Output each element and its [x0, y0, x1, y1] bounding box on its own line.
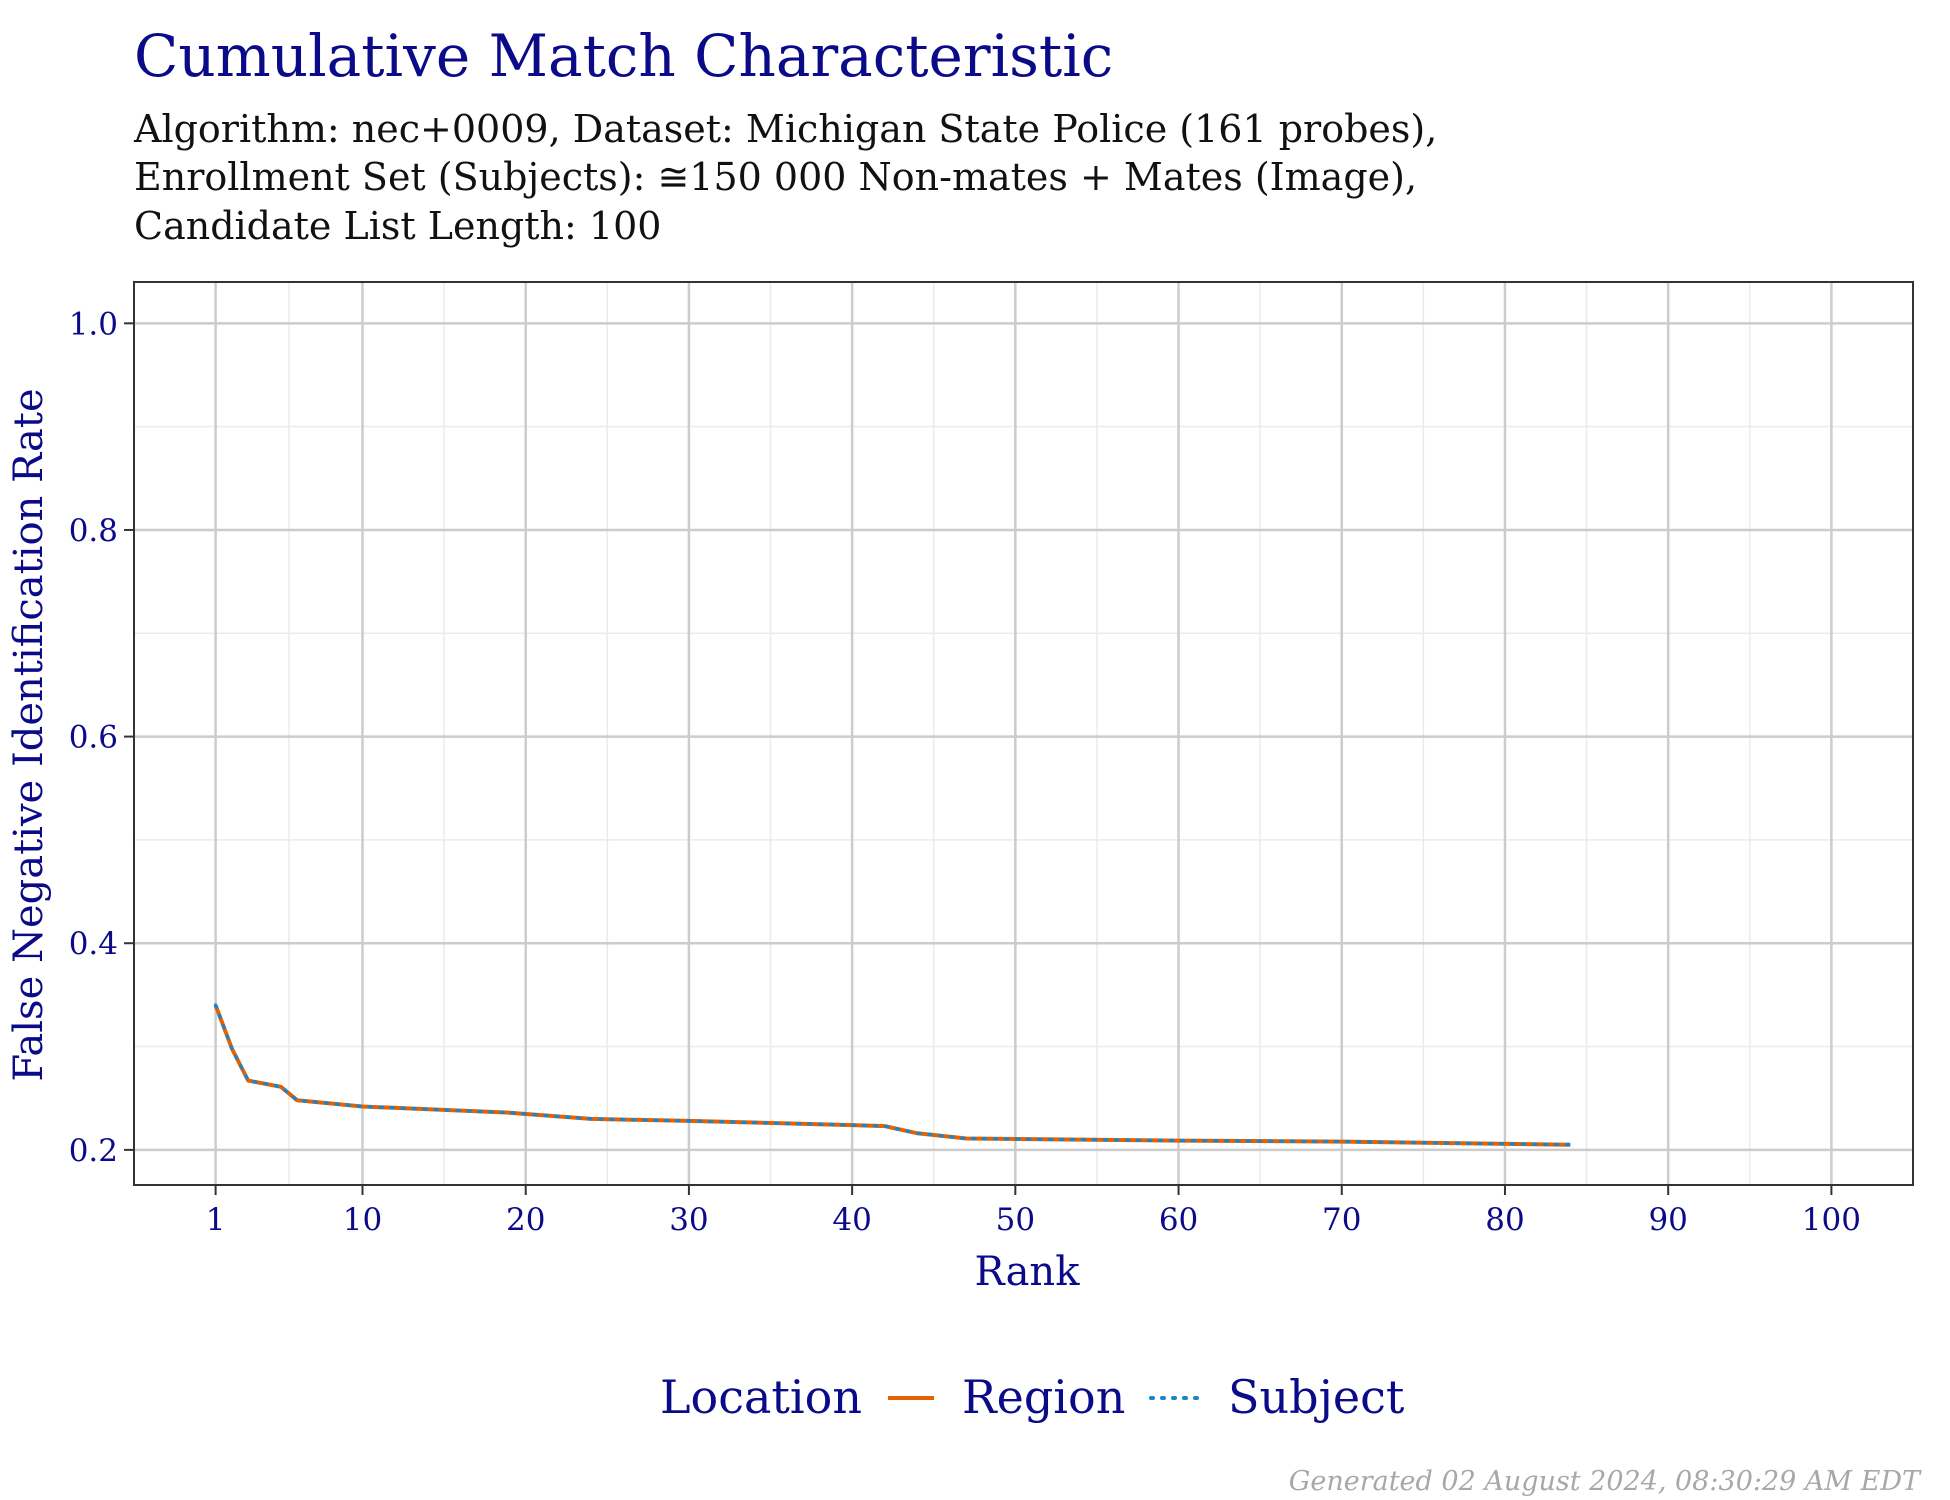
legend-label-region: Region: [962, 1370, 1125, 1424]
y-axis-label: False Negative Identification Rate: [6, 388, 52, 1081]
x-tick-label: 30: [669, 1202, 708, 1238]
series-line-region: [213, 1004, 1571, 1147]
y-tick-label: 0.4: [69, 926, 118, 962]
y-tick-label: 1.0: [69, 306, 118, 342]
x-axis-label: Rank: [975, 1249, 1081, 1295]
panel-border: [133, 281, 1914, 1186]
chart-subtitle-line-3: Candidate List Length: 100: [134, 204, 662, 248]
major-grid: [134, 282, 1913, 1185]
x-tick-label: 60: [1159, 1202, 1198, 1238]
x-axis: 1 10 20 30 40 50 60 70 80 90 100: [206, 1185, 1861, 1238]
y-axis: 0.2 0.4 0.6 0.8 1.0: [69, 306, 134, 1169]
y-tick-label: 0.8: [69, 513, 118, 549]
legend-title: Location: [660, 1370, 862, 1424]
x-tick-label: 70: [1322, 1202, 1361, 1238]
series-line-subject: [213, 1003, 1573, 1147]
y-tick-label: 0.6: [69, 720, 118, 756]
x-tick-label: 50: [996, 1202, 1035, 1238]
x-tick-label: 20: [506, 1202, 545, 1238]
legend: Location Region Subject: [660, 1370, 1405, 1424]
chart-subtitle-line-1: Algorithm: nec+0009, Dataset: Michigan S…: [134, 107, 1438, 151]
generated-timestamp: Generated 02 August 2024, 08:30:29 AM ED…: [1288, 1466, 1920, 1497]
x-tick-label: 100: [1802, 1202, 1861, 1238]
x-tick-label: 1: [206, 1202, 226, 1238]
legend-label-subject: Subject: [1228, 1370, 1405, 1424]
chart-subtitle-line-2: Enrollment Set (Subjects): ≅150 000 Non-…: [134, 155, 1418, 199]
series-layer: [213, 1003, 1573, 1147]
x-tick-label: 10: [343, 1202, 382, 1238]
chart-title: Cumulative Match Characteristic: [134, 22, 1114, 90]
y-tick-label: 0.2: [69, 1133, 118, 1169]
minor-grid: [134, 282, 1913, 1185]
x-tick-label: 40: [832, 1202, 871, 1238]
x-tick-label: 80: [1485, 1202, 1524, 1238]
x-tick-label: 90: [1648, 1202, 1687, 1238]
